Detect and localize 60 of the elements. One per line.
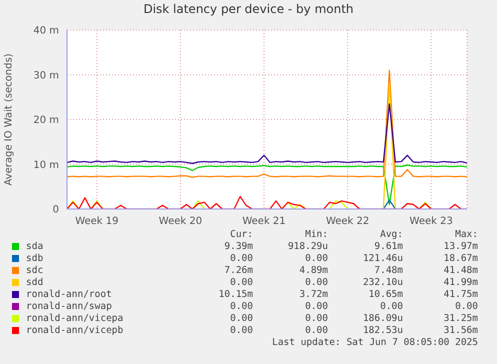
line-series — [66, 164, 468, 206]
text: 9.39m — [223, 240, 253, 252]
legend-label: ronald-ann/root — [26, 288, 113, 300]
legend-label: ronald-ann/vicepb — [26, 324, 124, 336]
text: 18.67m — [442, 252, 478, 264]
legend-label: ronald-ann/vicepa — [26, 312, 124, 324]
text: Avg: — [379, 228, 403, 240]
text: 3.72m — [298, 288, 328, 300]
text: Min: — [304, 228, 328, 240]
text: 918.29u — [286, 240, 328, 252]
text: 41.48m — [442, 264, 478, 276]
text: 31.25m — [442, 312, 478, 324]
y-tick-label: 40 m — [33, 26, 59, 37]
text: 232.10u — [362, 276, 403, 288]
text: 0.00 — [229, 276, 253, 288]
text: 0.00 — [304, 300, 328, 312]
text: 0.00 — [304, 252, 328, 264]
text: 10.15m — [218, 288, 253, 300]
text: 7.26m — [223, 264, 253, 276]
legend-label: sdb — [26, 252, 44, 264]
text: 0.00 — [229, 312, 253, 324]
legend-label: sda — [26, 240, 44, 252]
text: 0.00 — [229, 324, 253, 336]
legend-label: sdd — [26, 276, 44, 288]
text: 0.00 — [454, 300, 478, 312]
text: 182.53u — [362, 324, 403, 336]
text: 0.00 — [304, 276, 328, 288]
text: 0.00 — [304, 324, 328, 336]
x-tick-label: Week 20 — [158, 216, 202, 228]
text: 0.00 — [379, 300, 403, 312]
text: 4.89m — [298, 264, 328, 276]
line-series — [66, 70, 468, 178]
text: Last update: Sat Jun 7 08:05:00 2025 — [271, 336, 478, 348]
x-tick-label: Week 19 — [75, 216, 119, 228]
text: 9.61m — [373, 240, 403, 252]
x-tick-label: Week 22 — [326, 216, 370, 228]
legend-label: sdc — [26, 264, 44, 276]
text: 0.00 — [229, 300, 253, 312]
text: 0.00 — [304, 312, 328, 324]
text: 13.97m — [442, 240, 478, 252]
text: 41.75m — [442, 288, 478, 300]
y-tick-label: 20 m — [33, 115, 59, 126]
y-tick-label: 10 m — [33, 160, 59, 171]
x-tick-label: Week 21 — [242, 216, 286, 228]
legend-label: ronald-ann/swap — [26, 300, 113, 312]
text: Cur: — [229, 228, 253, 240]
chart-title: Disk latency per device - by month — [142, 2, 355, 16]
y-tick-label: 0 — [52, 204, 59, 216]
text: Max: — [454, 228, 478, 240]
text: 121.46u — [362, 252, 403, 264]
text: 31.56m — [442, 324, 478, 336]
y-tick-label: 30 m — [33, 70, 59, 82]
line-series — [66, 103, 468, 164]
text: 186.09u — [362, 312, 403, 324]
text: 41.99m — [442, 276, 478, 288]
text: 10.65m — [368, 288, 403, 300]
text: 7.48m — [373, 264, 403, 276]
y-axis-title: Average IO Wait (seconds) — [4, 53, 15, 186]
text: 0.00 — [229, 252, 253, 264]
x-tick-label: Week 23 — [410, 216, 453, 228]
